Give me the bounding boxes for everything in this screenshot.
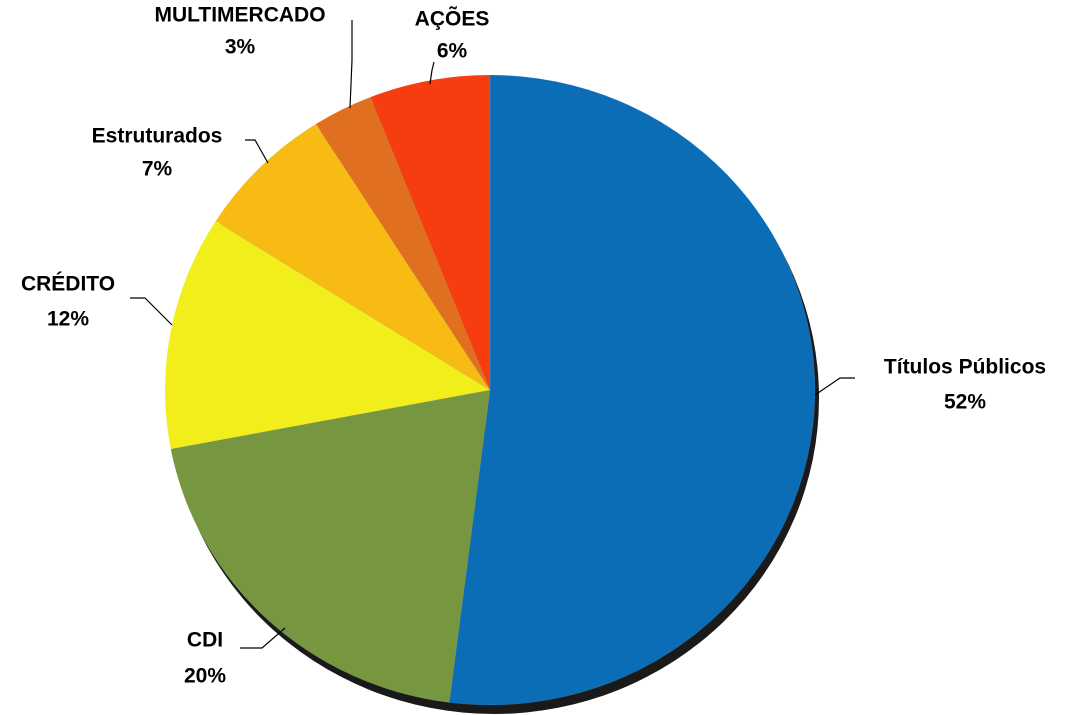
slice-label: AÇÕES <box>415 7 490 31</box>
pie-slice <box>315 96 491 391</box>
leader-line <box>240 627 286 649</box>
leader-line <box>429 61 435 85</box>
slice-label: MULTIMERCADO <box>154 4 325 27</box>
slice-value-label: 12% <box>47 308 89 331</box>
slice-label: CRÉDITO <box>21 273 115 296</box>
slice-value-label: 7% <box>142 158 173 181</box>
slice-label: Títulos Públicos <box>884 356 1046 379</box>
pie-slice <box>170 389 491 703</box>
leader-line <box>349 20 353 109</box>
leader-line <box>245 139 269 164</box>
slice-value-label: 52% <box>944 391 986 414</box>
slice-label: CDI <box>187 629 223 652</box>
leader-line <box>130 297 173 326</box>
slice-value-label: 20% <box>184 665 226 688</box>
pie-slice <box>370 74 491 391</box>
slice-label: Estruturados <box>92 125 223 148</box>
pie-slice <box>164 220 491 450</box>
slice-value-label: 6% <box>437 40 468 63</box>
pie-slice <box>215 123 491 391</box>
pie-slice <box>448 74 816 706</box>
leader-line <box>814 377 855 396</box>
slice-value-label: 3% <box>225 36 256 59</box>
